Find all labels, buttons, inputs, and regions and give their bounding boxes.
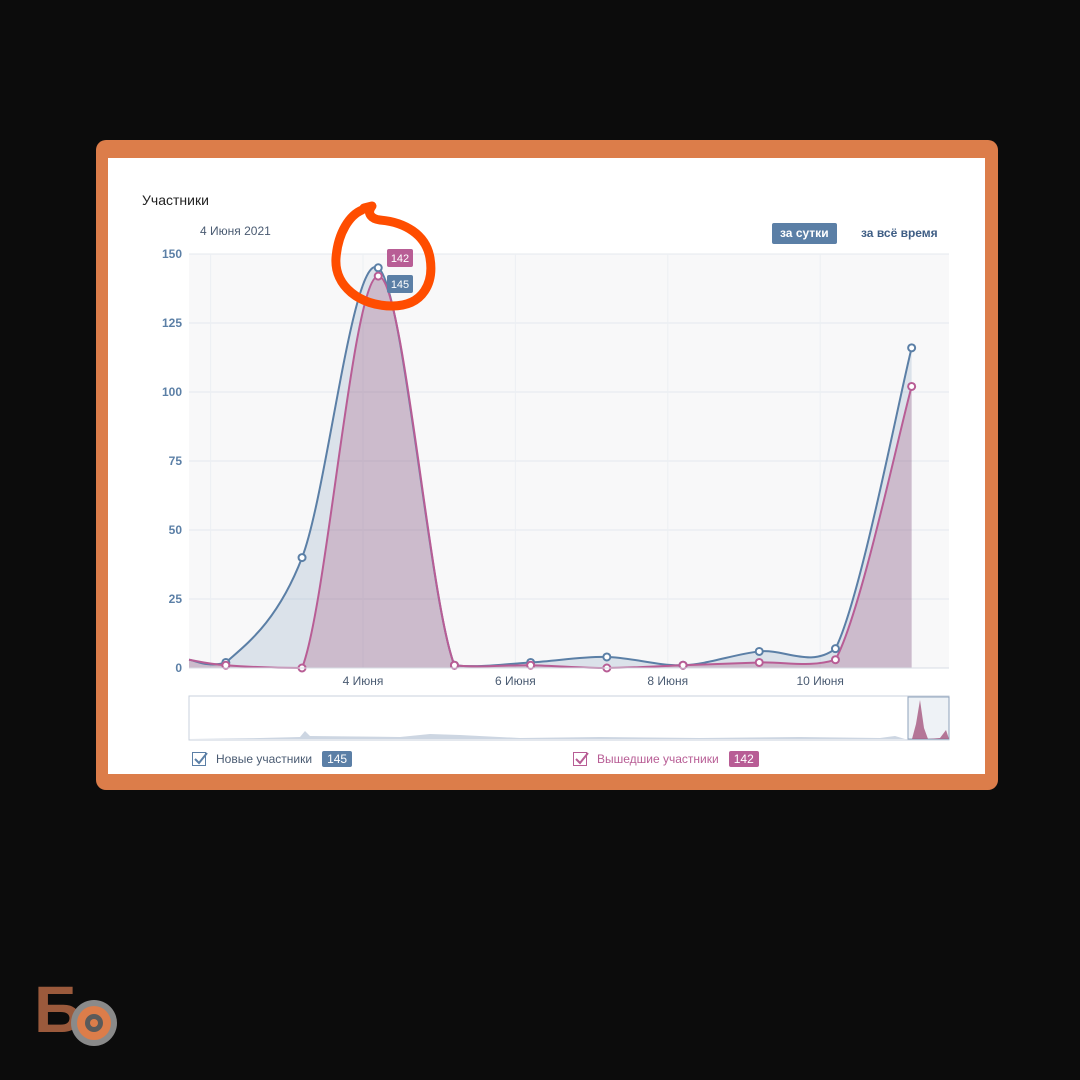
page-title: Участники (142, 192, 209, 208)
y-tick-label: 100 (162, 385, 182, 399)
x-tick-label: 10 Июня (796, 674, 843, 688)
x-tick-label: 6 Июня (495, 674, 536, 688)
legend-label-new: Новые участники (216, 752, 313, 766)
navigator-preview (189, 731, 905, 739)
brand-logo: Б (34, 972, 124, 1055)
navigator-window-preview (912, 700, 949, 739)
svg-text:Б: Б (34, 975, 81, 1046)
y-tick-label: 50 (169, 523, 183, 537)
grid (189, 253, 949, 669)
tooltip-upper: 142 (387, 249, 413, 267)
data-point[interactable] (373, 271, 383, 281)
data-point[interactable] (830, 644, 840, 654)
all-time-button[interactable]: за всё время (861, 226, 938, 240)
y-tick-label: 25 (169, 592, 183, 606)
data-point[interactable] (373, 263, 383, 273)
data-point[interactable] (754, 657, 764, 667)
navigator[interactable] (188, 695, 950, 741)
data-point[interactable] (678, 660, 688, 670)
date-label: 4 Июня 2021 (200, 224, 271, 238)
data-point[interactable] (526, 660, 536, 670)
data-point[interactable] (221, 660, 231, 670)
x-tick-label: 4 Июня (343, 674, 384, 688)
legend-new-members[interactable]: Новые участники 145 (192, 750, 353, 768)
data-point[interactable] (449, 660, 459, 670)
checkmark-icon (575, 752, 589, 765)
legend-left-members[interactable]: Вышедшие участники 142 (573, 750, 759, 768)
svg-text:145: 145 (391, 279, 409, 291)
checkmark-icon (194, 752, 208, 765)
data-point[interactable] (754, 646, 764, 656)
svg-text:142: 142 (391, 253, 409, 265)
legend-badge-left: 142 (728, 751, 759, 767)
series-line-2 (188, 275, 913, 670)
series-area-2 (189, 276, 912, 668)
checkbox-left-members[interactable] (573, 752, 589, 766)
legend-badge-new: 145 (322, 751, 353, 767)
y-tick-label: 75 (169, 454, 183, 468)
logo-icon: Б (34, 972, 117, 1046)
x-tick-label: 8 Июня (647, 674, 688, 688)
data-point[interactable] (907, 343, 917, 353)
data-point[interactable] (830, 655, 840, 665)
tooltip-lower: 145 (387, 275, 413, 293)
data-point[interactable] (907, 381, 917, 391)
annotation-circle (331, 201, 436, 311)
y-tick-label: 0 (175, 661, 182, 675)
y-tick-label: 125 (162, 316, 182, 330)
per-day-button[interactable]: за сутки (772, 223, 837, 244)
data-point[interactable] (297, 553, 307, 563)
y-tick-label: 150 (162, 247, 182, 261)
checkbox-new-members[interactable] (192, 752, 208, 766)
data-point[interactable] (602, 652, 612, 662)
legend-label-left: Вышедшие участники (597, 752, 719, 766)
series-area-1 (189, 266, 912, 668)
